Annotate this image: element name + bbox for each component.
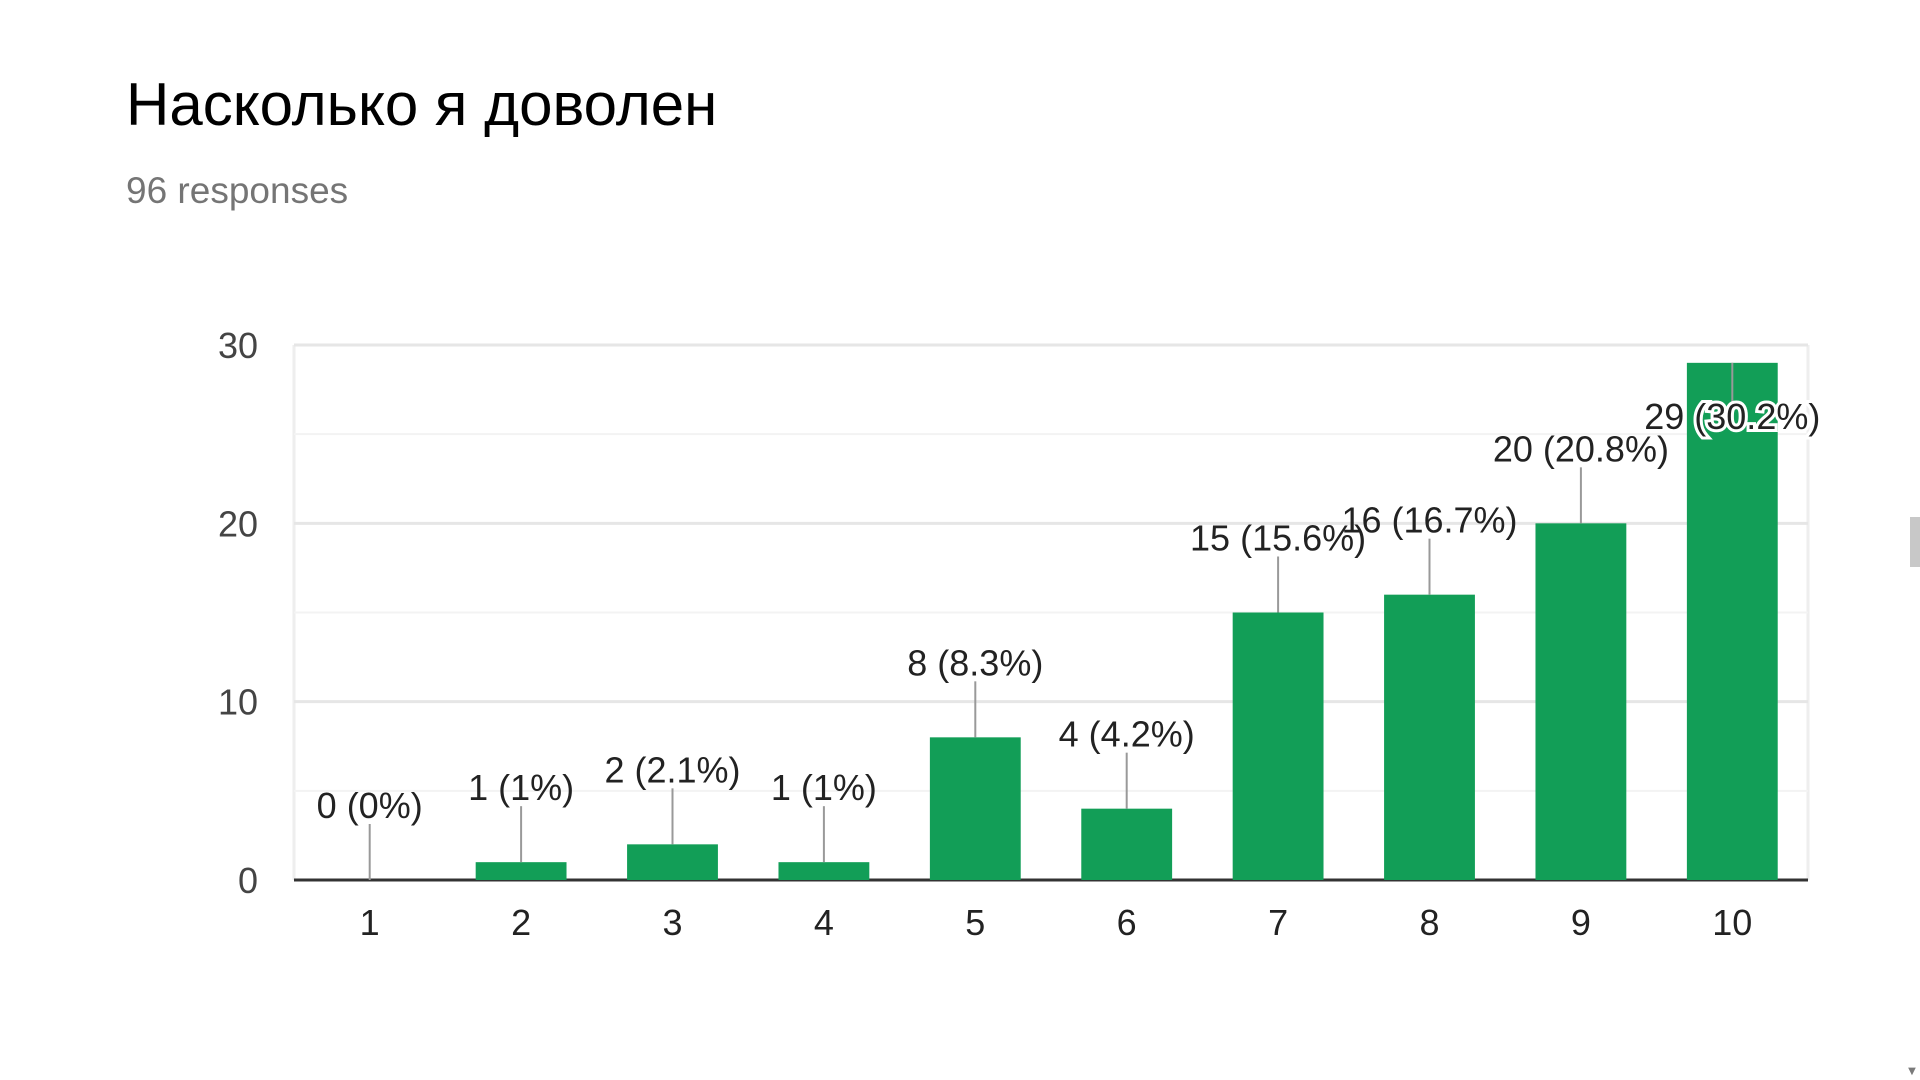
- data-label: 1 (1%): [771, 767, 877, 808]
- scrollbar[interactable]: ▼: [1903, 0, 1920, 1080]
- x-tick-label: 9: [1571, 902, 1591, 943]
- x-tick-label: 1: [360, 902, 380, 943]
- x-axis-ticks: 1 2 3 4 5 6 7 8 9 10: [360, 902, 1753, 943]
- page-title: Насколько я доволен: [126, 71, 718, 138]
- data-label: 8 (8.3%): [907, 642, 1043, 683]
- bar-5[interactable]: [929, 737, 1021, 880]
- data-label: 29 (30.2%): [1644, 396, 1820, 437]
- bar-layer: [475, 362, 1778, 881]
- bar-3[interactable]: [627, 844, 718, 880]
- data-label: 1 (1%): [468, 767, 574, 808]
- data-label: 15 (15.6%): [1190, 518, 1366, 559]
- x-tick-label: 10: [1712, 902, 1752, 943]
- response-count: 96 responses: [126, 170, 349, 211]
- data-label-layer: 0 (0%) 1 (1%) 2 (2.1%) 1 (1%) 8 (8.3%) 4 (4.2…: [317, 393, 1824, 826]
- bar-2[interactable]: [475, 862, 567, 880]
- y-tick-label: 20: [218, 503, 258, 544]
- y-tick-label: 10: [218, 682, 258, 723]
- bar-8[interactable]: [1384, 594, 1475, 880]
- bar-10[interactable]: [1686, 362, 1778, 880]
- scroll-down-arrow-icon[interactable]: ▼: [1908, 1066, 1916, 1077]
- bar-9[interactable]: [1535, 523, 1627, 880]
- bar-4[interactable]: [778, 862, 870, 880]
- data-label: 20 (20.8%): [1493, 428, 1669, 469]
- x-tick-label: 2: [511, 902, 531, 943]
- y-axis-ticks: 0 10 20 30: [218, 325, 258, 901]
- data-label: 2 (2.1%): [604, 749, 740, 790]
- bar-6[interactable]: [1081, 808, 1173, 880]
- data-label: 4 (4.2%): [1059, 714, 1195, 755]
- connector-layer: [368, 362, 1734, 880]
- data-label: 0 (0%): [317, 785, 423, 826]
- x-tick-label: 8: [1419, 902, 1439, 943]
- y-tick-label: 0: [238, 860, 258, 901]
- y-tick-label: 30: [218, 325, 258, 366]
- bar-7[interactable]: [1232, 612, 1324, 881]
- x-tick-label: 7: [1268, 902, 1288, 943]
- x-tick-label: 4: [814, 902, 834, 943]
- scrollbar-thumb[interactable]: [1910, 517, 1920, 567]
- x-tick-label: 5: [965, 902, 985, 943]
- x-tick-label: 3: [662, 902, 682, 943]
- x-tick-label: 6: [1117, 902, 1137, 943]
- data-label: 16 (16.7%): [1341, 500, 1517, 541]
